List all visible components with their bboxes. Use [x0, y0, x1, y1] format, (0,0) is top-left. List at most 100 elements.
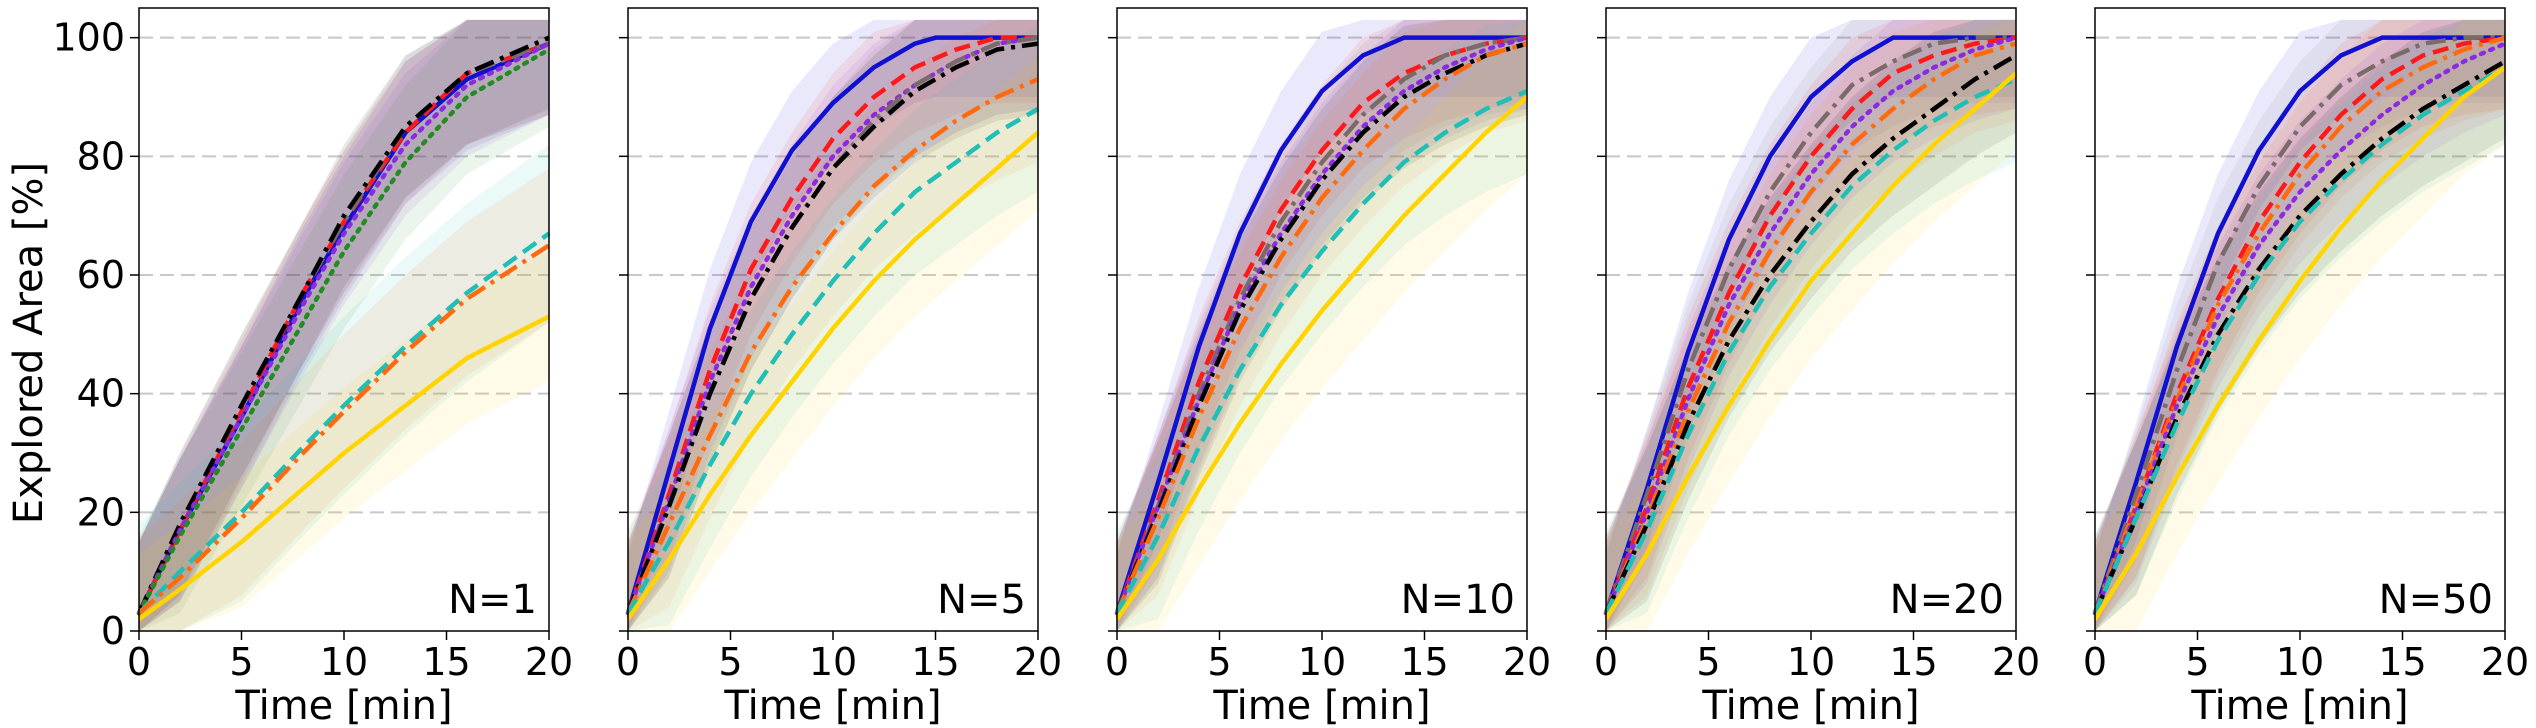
series-line-red [1603, 35, 2017, 615]
band-cyan [1606, 19, 2016, 632]
series-line-black [1603, 53, 2018, 615]
x-axis-label: Time [min] [723, 683, 941, 728]
series-line-orange [1114, 41, 1528, 615]
x-tick-label: 20 [1014, 640, 1062, 684]
x-tick-label: 0 [1105, 640, 1129, 684]
y-axis-label: Explored Area [%] [6, 162, 52, 524]
series-line-blue [2092, 35, 2505, 614]
x-tick-label: 15 [911, 640, 959, 684]
series-line-yellow [2093, 65, 2507, 621]
series-line-green [136, 47, 552, 616]
series-line-purple [1603, 35, 2019, 616]
band-gray [2095, 19, 2505, 632]
x-tick-label: 10 [1787, 640, 1835, 684]
series-line-yellow [1604, 71, 2018, 621]
band-orange [2095, 19, 2505, 632]
x-tick-label: 15 [422, 640, 470, 684]
band-purple [139, 19, 549, 632]
series-line-purple [136, 41, 552, 616]
band-cyan [2095, 19, 2505, 632]
band-red [2095, 19, 2505, 632]
band-red [139, 19, 549, 632]
series-line-red [625, 35, 1038, 614]
x-tick-label: 20 [1503, 640, 1551, 684]
x-tick-label: 20 [525, 640, 573, 684]
panel-label: N=5 [937, 577, 1026, 623]
band-blue [139, 19, 549, 632]
x-tick-label: 10 [809, 640, 857, 684]
series-line-cyan [2092, 65, 2507, 615]
y-tick-label: 60 [77, 253, 125, 297]
band-red [1117, 19, 1527, 632]
series-line-black [1114, 41, 1528, 615]
x-tick-label: 0 [2083, 640, 2107, 684]
band-orange [1117, 19, 1527, 632]
series-line-orange [137, 243, 551, 615]
series-line-blue [625, 35, 1038, 614]
series-line-yellow [1115, 95, 1529, 621]
x-tick-label: 5 [1207, 640, 1231, 684]
panel-label: N=1 [448, 577, 537, 623]
chart-panel-3: 0 5 10 15 20 Time [min] N=10 [1105, 7, 1551, 728]
x-tick-label: 10 [320, 640, 368, 684]
y-tick-label: 40 [77, 372, 125, 416]
x-axis-label: Time [min] [1701, 683, 1919, 728]
series-line-blue [1603, 35, 2016, 614]
x-tick-label: 0 [1594, 640, 1618, 684]
y-tick-label: 20 [77, 490, 125, 534]
y-tick-label: 100 [52, 16, 125, 60]
series-line-orange [625, 77, 1039, 615]
band-purple [1117, 19, 1527, 632]
x-axis-label: Time [min] [1212, 683, 1430, 728]
x-tick-label: 5 [1696, 640, 1720, 684]
panel-label: N=50 [2379, 577, 2493, 623]
band-green [139, 19, 549, 632]
x-tick-label: 15 [1400, 640, 1448, 684]
x-tick-label: 20 [2481, 640, 2529, 684]
band-black [1117, 19, 1527, 632]
y-tick-label: 0 [101, 609, 125, 653]
band-yellow [139, 251, 549, 631]
band-yellow [1117, 19, 1527, 632]
series-line-cyan [626, 106, 1040, 615]
band-yellow [628, 55, 1038, 631]
panel-label: N=20 [1890, 577, 2004, 623]
x-tick-label: 0 [616, 640, 640, 684]
series-line-gray [1603, 35, 2016, 614]
series-line-yellow [137, 314, 551, 621]
x-tick-label: 10 [2276, 640, 2324, 684]
series-line-blue [1114, 35, 1527, 614]
band-black [2095, 19, 2505, 632]
band-yellow [2095, 19, 2505, 632]
chart-panel-4: 0 5 10 15 20 Time [min] N=20 [1594, 7, 2040, 728]
series-line-cyan [1603, 77, 2017, 615]
series-line-purple [2092, 41, 2508, 616]
series-line-cyan [137, 231, 551, 615]
x-axis-label: Time [min] [234, 683, 452, 728]
x-tick-label: 10 [1298, 640, 1346, 684]
band-purple [2095, 19, 2505, 632]
chart-panel-2: 0 5 10 15 20 Time [min] N=5 [616, 7, 1062, 728]
panel-label: N=10 [1401, 577, 1515, 623]
series-line-yellow [626, 130, 1040, 621]
x-tick-label: 15 [1889, 640, 1937, 684]
band-blue [2095, 19, 2505, 632]
x-axis-label: Time [min] [2190, 683, 2408, 728]
band-cyan [1117, 19, 1527, 632]
x-tick-label: 5 [229, 640, 253, 684]
x-tick-label: 20 [1992, 640, 2040, 684]
x-tick-label: 0 [127, 640, 151, 684]
x-tick-label: 5 [2185, 640, 2209, 684]
band-gray [1117, 19, 1527, 632]
y-tick-label: 80 [77, 134, 125, 178]
band-black [1606, 19, 2016, 632]
chart-panel-5: 0 5 10 15 20 Time [min] N=50 [2083, 7, 2529, 728]
x-tick-label: 5 [718, 640, 742, 684]
band-blue [1117, 19, 1527, 632]
series-line-black [625, 41, 1039, 615]
series-line-gray [2092, 35, 2505, 614]
series-line-purple [625, 35, 1041, 616]
series-line-cyan [1115, 89, 1528, 615]
x-tick-label: 15 [2378, 640, 2426, 684]
